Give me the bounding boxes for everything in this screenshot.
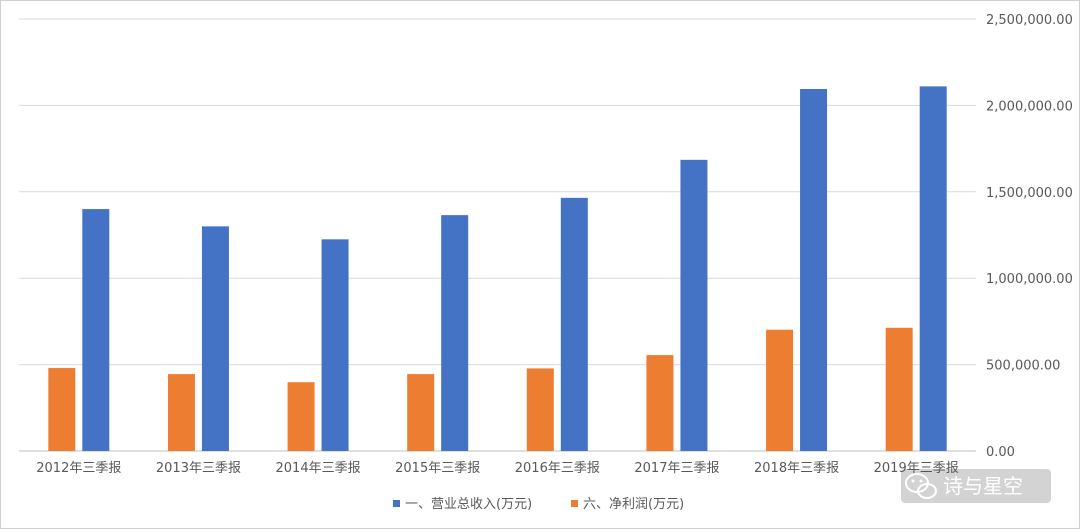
bar-net-profit [167,374,195,451]
x-tick-label: 2015年三季报 [395,461,480,476]
x-tick-label: 2018年三季报 [754,461,839,476]
wechat-icon [905,473,937,499]
x-tick-label: 2016年三季报 [515,461,600,476]
bar-net-profit [885,327,913,451]
legend-label-net-profit: 六、净利润(万元) [583,497,684,512]
bar-revenue [441,215,469,451]
gridlines [19,18,976,452]
bar-net-profit [407,374,435,451]
x-tick-label: 2012年三季报 [36,461,121,476]
bar-revenue [919,86,947,451]
legend: 一、营业总收入(万元) 六、净利润(万元) [393,497,684,512]
bar-revenue [680,159,708,451]
x-tick-label: 2017年三季报 [634,461,719,476]
y-tick-label: 1,500,000.00 [986,186,1073,201]
y-tick-label: 1,000,000.00 [986,272,1073,287]
legend-label-revenue: 一、营业总收入(万元) [405,497,532,512]
watermark-text: 诗与星空 [943,474,1023,498]
bar-net-profit [766,329,794,451]
y-axis-ticks: 0.00 500,000.00 1,000,000.00 1,500,000.00 2,… [986,13,1073,460]
bar-net-profit [48,368,76,451]
bar-net-profit [646,355,674,451]
bar-revenue [560,197,588,451]
bar-net-profit [287,382,315,451]
y-tick-label: 0.00 [986,445,1015,460]
bar-revenue [201,226,229,451]
bar-revenue [82,209,110,451]
watermark: 诗与星空 [901,469,1051,503]
x-tick-label: 2014年三季报 [276,461,361,476]
y-tick-label: 500,000.00 [986,359,1060,374]
watermark-backdrop [901,469,1051,503]
y-tick-label: 2,500,000.00 [986,13,1073,28]
bar-revenue [800,88,828,451]
legend-swatch-net-profit [571,500,578,507]
y-tick-label: 2,000,000.00 [986,99,1073,114]
x-tick-label: 2019年三季报 [874,461,959,476]
bar-net-profit [526,368,554,451]
bars [48,86,947,451]
x-tick-label: 2013年三季报 [156,461,241,476]
legend-swatch-revenue [393,500,400,507]
bar-revenue [321,239,349,451]
x-axis-ticks: 2012年三季报 2013年三季报 2014年三季报 2015年三季报 2016年三季报… [36,461,958,476]
